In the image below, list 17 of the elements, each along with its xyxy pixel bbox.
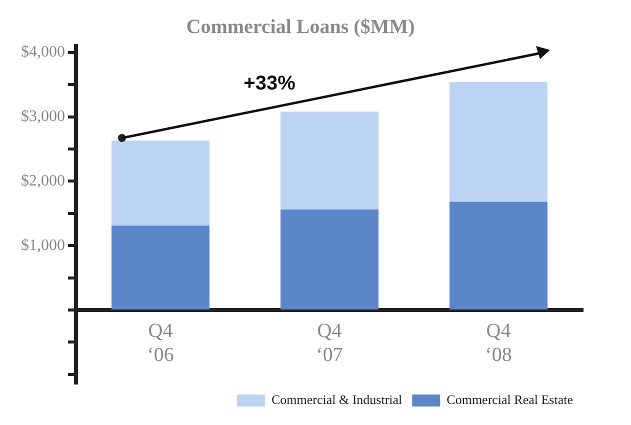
x-tick-label: Q4 ‘08: [485, 320, 512, 366]
bar: [111, 140, 210, 226]
legend-label: Commercial & Industrial: [271, 392, 403, 407]
y-tick-label: $2,000: [21, 172, 65, 190]
bar: [280, 210, 379, 310]
legend-label: Commercial Real Estate: [446, 392, 574, 407]
chart-title: Commercial Loans ($MM): [186, 16, 415, 38]
y-tick-label: $4,000: [21, 44, 65, 61]
x-tick-label: Q4 ‘07: [316, 320, 343, 366]
x-tick-label: Q4 ‘06: [147, 320, 174, 366]
bar: [111, 226, 210, 310]
bar: [449, 202, 548, 310]
bar: [449, 82, 548, 202]
bar: [280, 112, 379, 210]
annotation: +33%: [244, 72, 296, 95]
y-tick-label: $1,000: [21, 236, 65, 254]
y-tick-label: $3,000: [21, 108, 65, 126]
